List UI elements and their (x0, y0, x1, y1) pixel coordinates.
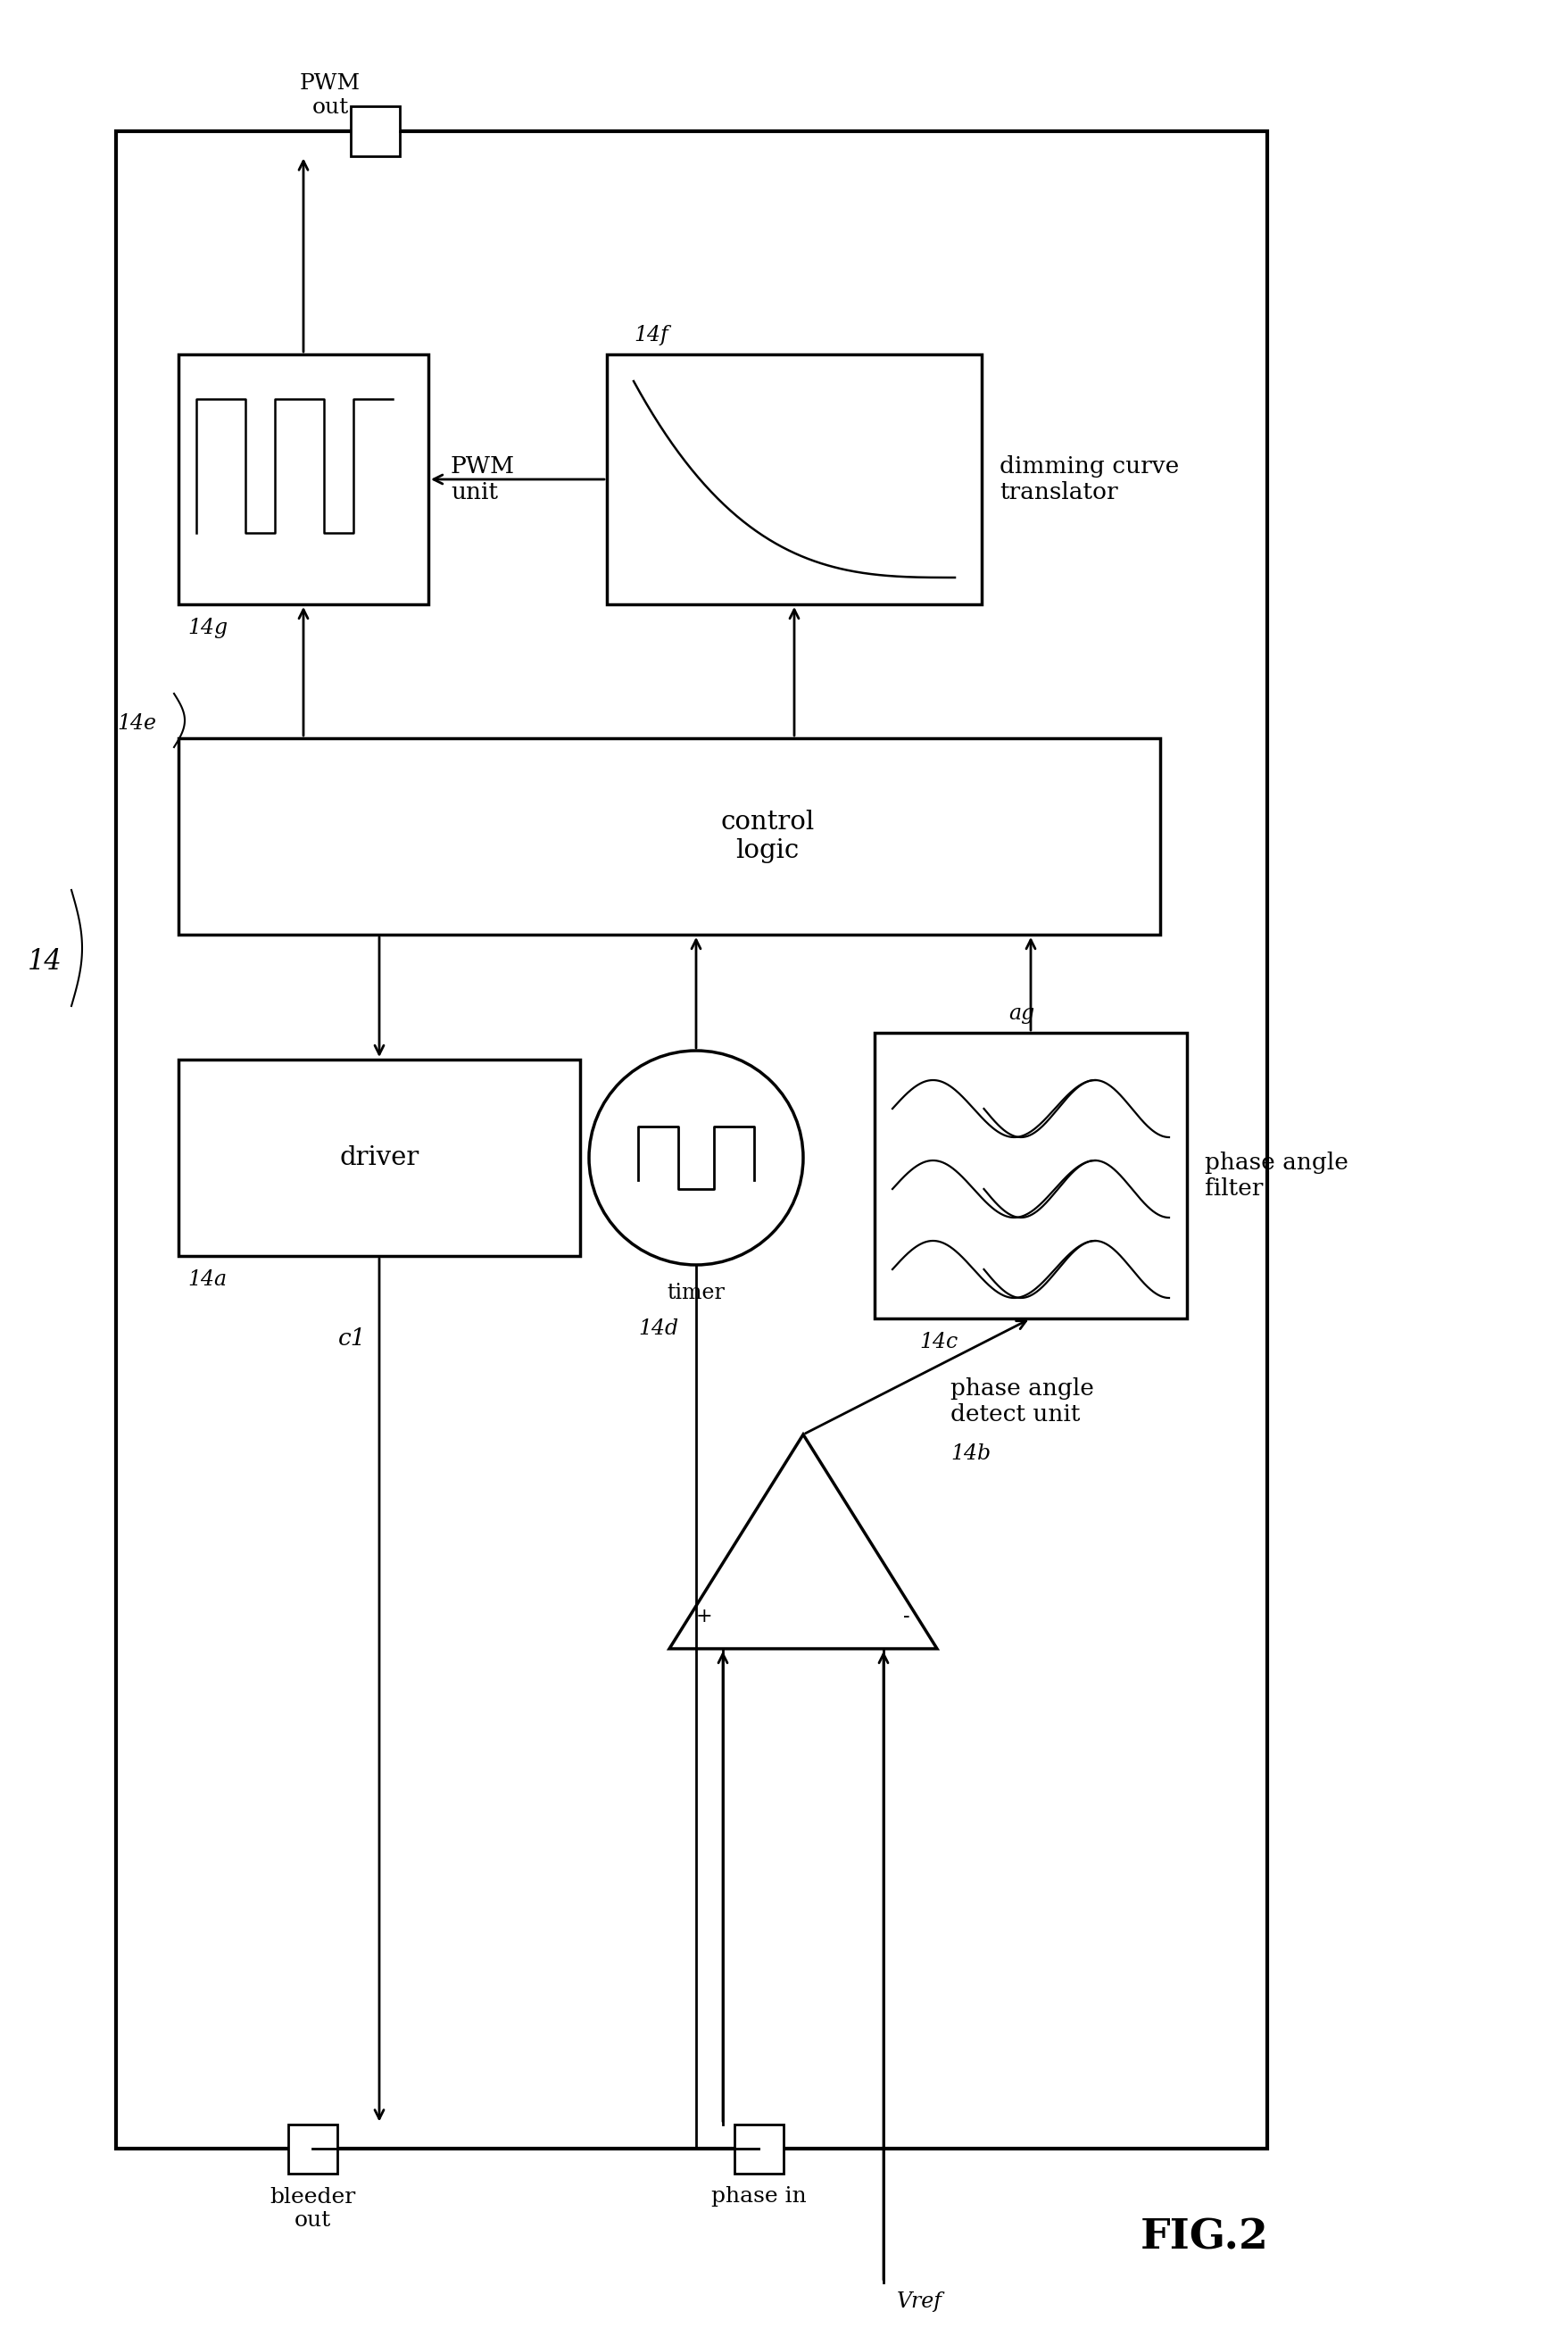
Text: PWM
unit: PWM unit (450, 455, 514, 504)
Text: 14b: 14b (950, 1445, 989, 1463)
Text: -: - (903, 1606, 909, 1627)
Text: control
logic: control logic (720, 809, 814, 863)
Circle shape (588, 1051, 803, 1264)
Text: c1: c1 (339, 1327, 367, 1351)
Text: 14: 14 (27, 947, 61, 976)
Bar (607, 354, 982, 605)
Text: PWM
out: PWM out (299, 73, 361, 117)
Text: phase angle
detect unit: phase angle detect unit (950, 1377, 1093, 1426)
Bar (734, 2125, 782, 2174)
Bar (179, 1060, 580, 1257)
Text: 14d: 14d (638, 1318, 677, 1339)
Text: phase in: phase in (710, 2186, 806, 2207)
Text: dimming curve
translator: dimming curve translator (999, 455, 1179, 504)
Text: 14e: 14e (118, 713, 157, 734)
Text: phase angle
filter: phase angle filter (1204, 1151, 1347, 1201)
Text: FIG.2: FIG.2 (1140, 2218, 1269, 2258)
Text: Vref: Vref (897, 2291, 942, 2312)
Text: 14f: 14f (633, 326, 668, 345)
Text: bleeder
out: bleeder out (270, 2186, 354, 2230)
Text: 14a: 14a (187, 1269, 227, 1290)
Bar (287, 2125, 337, 2174)
Text: 14c: 14c (919, 1332, 956, 1353)
Polygon shape (670, 1435, 936, 1649)
Bar (179, 354, 428, 605)
Text: +: + (696, 1606, 712, 1627)
Text: timer: timer (666, 1283, 724, 1304)
Text: 14g: 14g (187, 617, 227, 638)
Bar (873, 1032, 1187, 1318)
Bar (116, 131, 1267, 2148)
Bar (179, 739, 1159, 936)
Text: ag: ag (1008, 1004, 1035, 1025)
Text: driver: driver (339, 1144, 419, 1170)
Bar (350, 106, 400, 155)
